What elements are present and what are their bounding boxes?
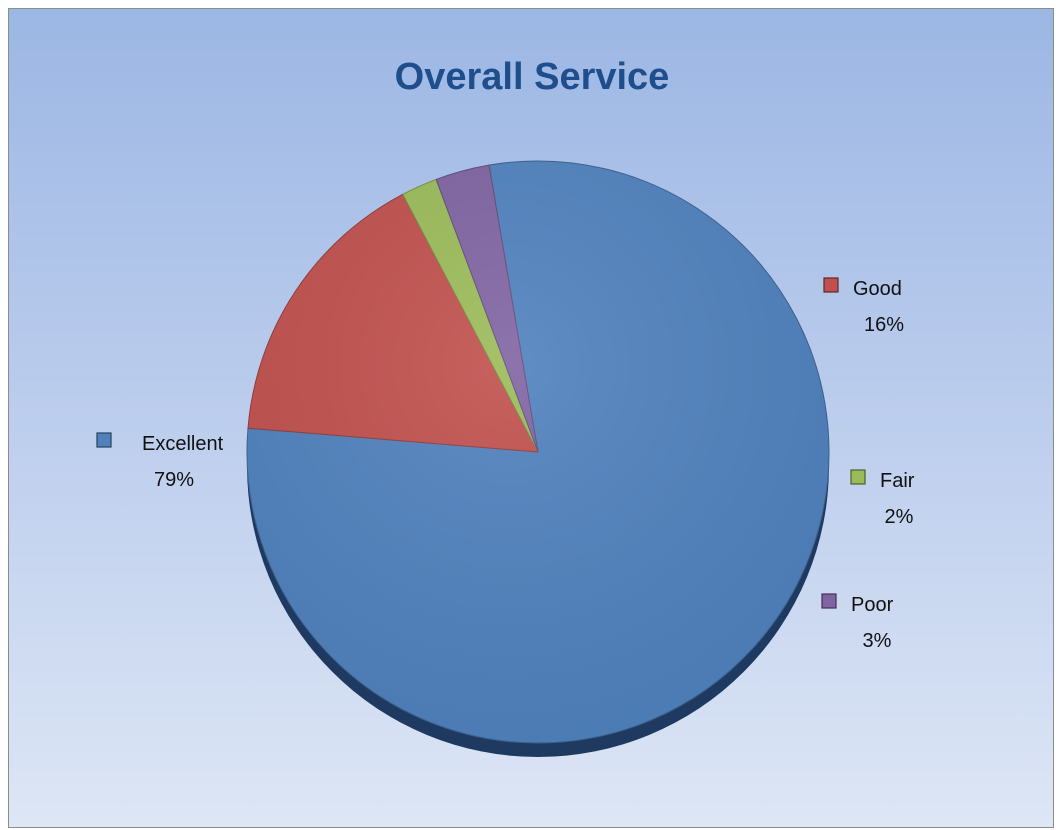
chart-area: Overall Service Excellent 79% Good 16% Fair 2…: [8, 8, 1054, 828]
slice-label-value-fair: 2%: [885, 506, 914, 528]
pie-labels: Excellent 79% Good 16% Fair 2% Poor 3%: [96, 277, 915, 652]
pie-sheen: [247, 161, 829, 743]
legend-key-fair: [850, 469, 866, 485]
slice-label-name-good: Good: [853, 278, 902, 300]
pie-slices: [246, 160, 830, 744]
legend-key-excellent: [96, 432, 112, 448]
slice-label-name-fair: Fair: [880, 470, 915, 492]
slice-label-value-poor: 3%: [863, 630, 892, 652]
legend-key-good: [823, 277, 839, 293]
legend-key-poor: [821, 593, 837, 609]
pie-chart: Overall Service Excellent 79% Good 16% Fair 2…: [96, 56, 915, 757]
slice-label-name-excellent: Excellent: [142, 433, 224, 455]
chart-title: Overall Service: [395, 56, 670, 98]
slice-label-value-good: 16%: [864, 314, 904, 336]
slice-label-value-excellent: 79%: [154, 469, 194, 491]
slice-label-name-poor: Poor: [851, 594, 894, 616]
